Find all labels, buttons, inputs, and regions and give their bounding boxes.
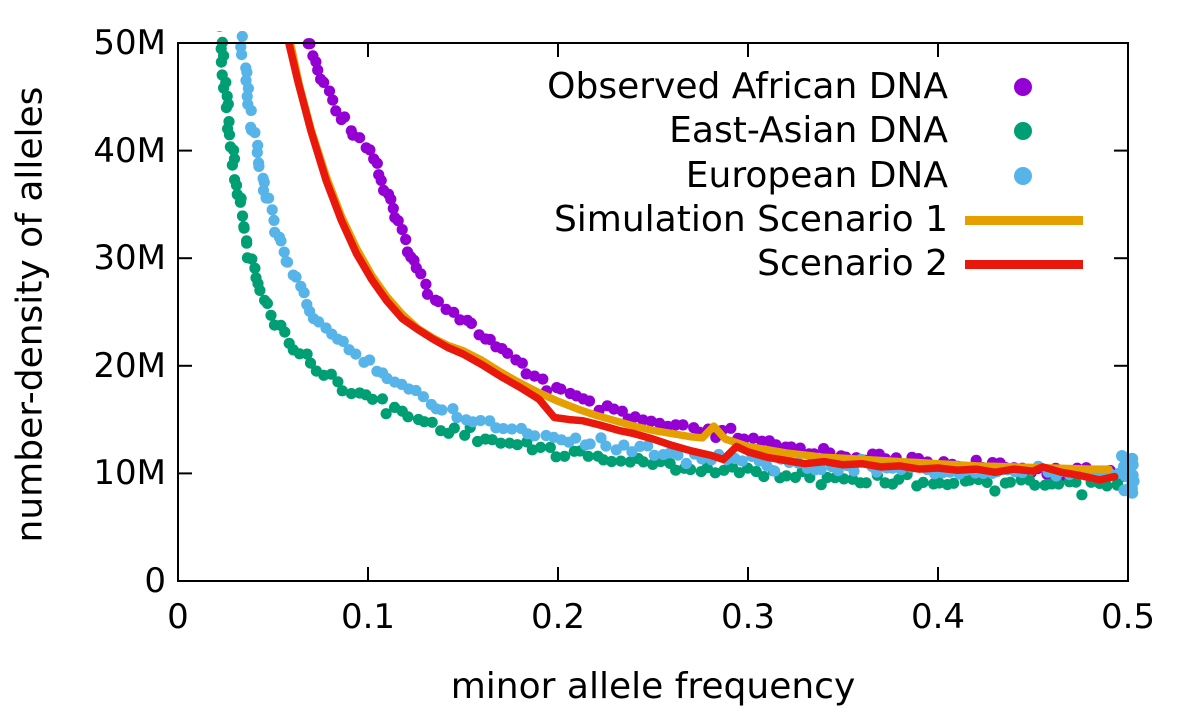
y-axis-title: number-density of alleles (9, 86, 51, 543)
y-tick-label: 50M (93, 23, 166, 63)
x-tick-label: 0.3 (720, 597, 776, 637)
series-points-observed-african-dna (302, 38, 1126, 483)
y-tick-label: 0 (144, 561, 166, 601)
x-tick-label: 0 (167, 597, 189, 637)
x-tick-label: 0.2 (530, 597, 586, 637)
y-tick-label: 20M (93, 345, 166, 386)
x-axis-title: minor allele frequency (450, 666, 856, 707)
y-tick-label: 40M (93, 130, 166, 171)
x-tick-label: 0.1 (340, 597, 396, 637)
series-line-scenario-2 (284, 42, 1119, 484)
x-tick-label: 0.5 (1100, 597, 1156, 637)
axis-ticks (177, 42, 1129, 582)
x-tick-label: 0.4 (910, 597, 966, 637)
y-tick-label: 30M (93, 238, 166, 279)
plot-frame (177, 42, 1129, 582)
y-tick-label: 10M (93, 453, 166, 494)
